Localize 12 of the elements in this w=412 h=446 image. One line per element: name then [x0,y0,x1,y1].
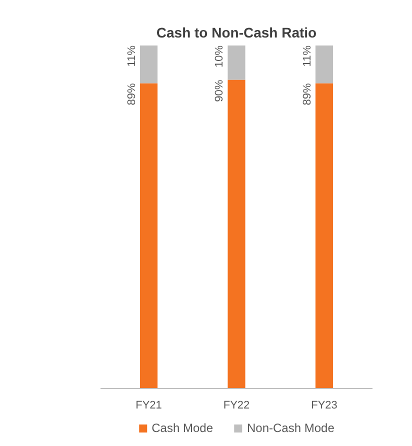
legend-label: Cash Mode [152,421,213,435]
legend-label: Non-Cash Mode [247,421,334,435]
x-tick-label: FY22 [223,400,250,412]
data-label: 89% [301,83,314,106]
x-tick-label: FY21 [136,400,162,412]
data-label: 11% [126,45,138,67]
data-label: 11% [301,45,314,67]
data-label: 90% [214,80,226,102]
data-label: 89% [126,83,138,106]
x-tick-label: FY23 [311,400,338,412]
chart-title: Cash to Non-Cash Ratio [156,24,317,40]
data-label: 10% [214,45,226,68]
